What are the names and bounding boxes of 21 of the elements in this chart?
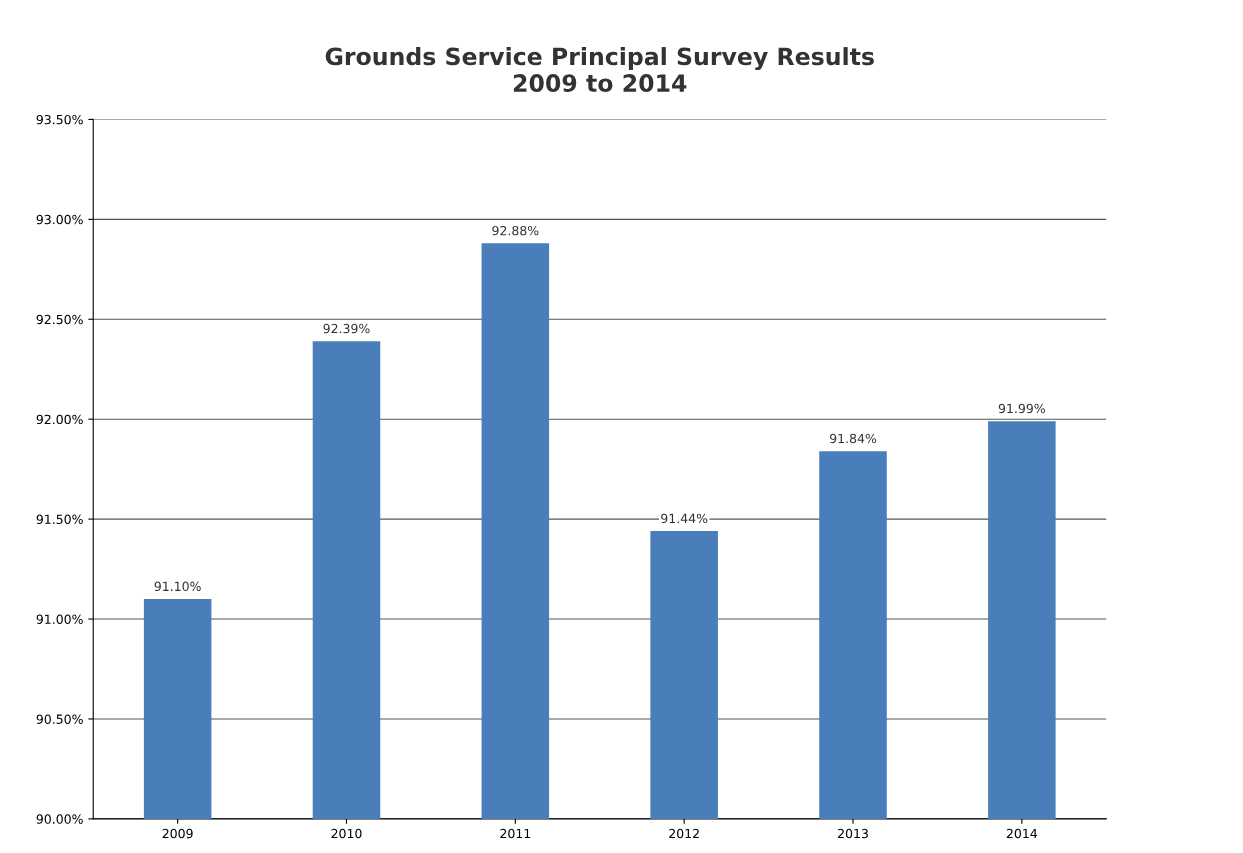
x-tick-label: 2011 [500, 828, 531, 839]
y-tick-label: 91.50% [36, 514, 83, 525]
chart-title: Grounds Service Principal Survey Results 2009 to 2014 [325, 47, 874, 92]
y-tick-label: 90.50% [36, 714, 83, 724]
data-label: 91.99% [998, 403, 1045, 414]
data-label: 92.88% [492, 225, 539, 236]
x-tick-label: 2010 [331, 828, 362, 839]
y-tick-label: 90.00% [36, 814, 83, 824]
y-tick-label: 92.50% [36, 314, 83, 325]
x-tick-label: 2012 [669, 828, 699, 839]
y-tick-label: 93.50% [36, 114, 83, 125]
y-tick-label: 91.00% [36, 614, 83, 624]
y-tick-label: 93.00% [36, 214, 83, 225]
data-label: 91.44% [661, 513, 708, 524]
data-label: 92.39% [323, 323, 370, 334]
y-tick-label: 92.00% [36, 414, 83, 425]
data-label: 91.10% [154, 581, 201, 592]
x-tick-label: 2013 [838, 828, 868, 839]
x-tick-label: 2009 [162, 828, 193, 839]
x-tick-label: 2014 [1006, 828, 1038, 839]
data-label: 91.84% [829, 433, 877, 444]
